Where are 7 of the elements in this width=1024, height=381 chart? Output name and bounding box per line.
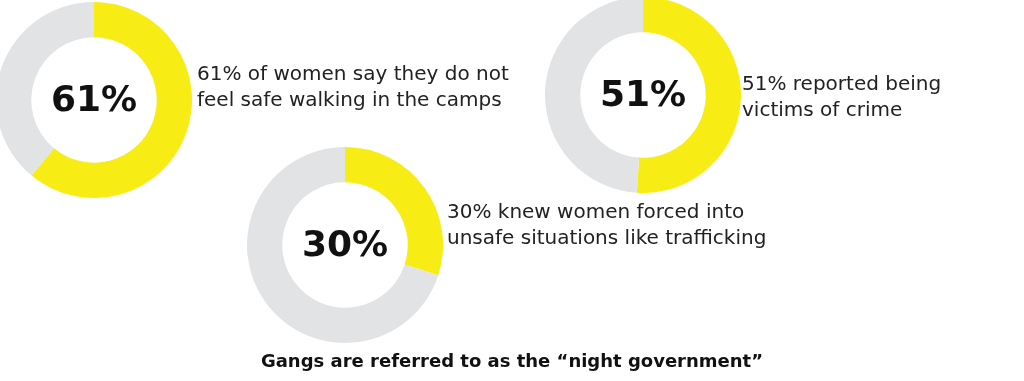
data-label: 51% [599,73,687,115]
data-label: 61% [50,78,138,120]
text: Gangs are referred to as the “night government” [259,350,765,371]
text: 61% of women say they do not feel safe walking in the camps [197,60,510,112]
data-label: 30% [301,223,389,265]
text: 30% knew women forced into unsafe situations like trafficking [447,198,767,250]
text: 51% reported being victims of crime [742,70,943,122]
